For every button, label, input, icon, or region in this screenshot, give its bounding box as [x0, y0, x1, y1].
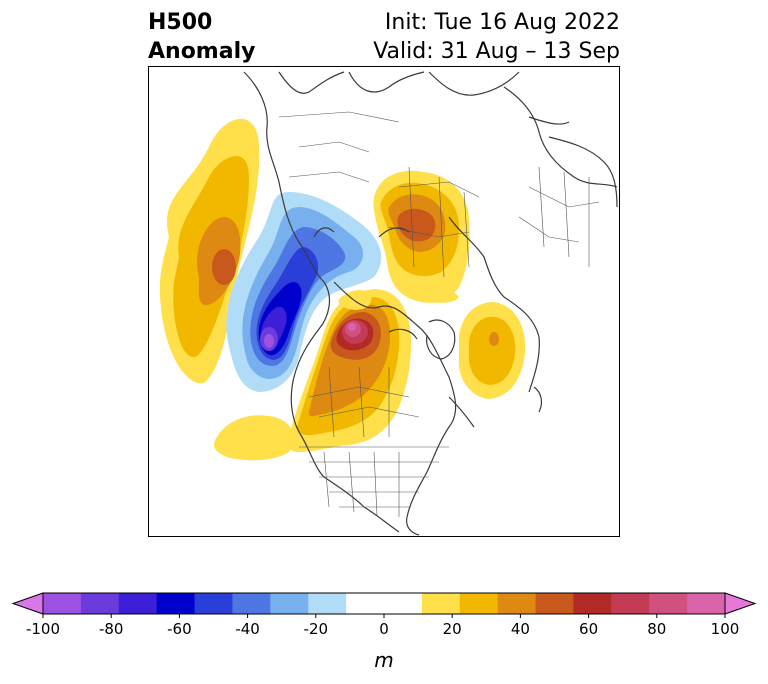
colorbar-tick-label: -20 — [304, 620, 329, 638]
colorbar-segment — [649, 593, 688, 614]
colorbar-segment — [459, 593, 499, 614]
positive-anomaly-north-pacific — [159, 118, 260, 384]
colorbar-tick-label: -100 — [26, 620, 60, 638]
title-line-1: H500 — [148, 10, 213, 35]
colorbar-segment — [346, 593, 385, 614]
colorbar-segment — [43, 593, 82, 614]
colorbar-tick-label: -40 — [235, 620, 260, 638]
colorbar-tick-label: -80 — [99, 620, 124, 638]
init-date: Init: Tue 16 Aug 2022 — [384, 10, 620, 35]
anomaly-map — [149, 67, 619, 536]
colorbar-tick-label: 40 — [511, 620, 530, 638]
colorbar-segment — [270, 593, 309, 614]
colorbar-segment — [232, 593, 271, 614]
colorbar-extend-high — [724, 592, 757, 615]
colorbar-tick-label: 0 — [379, 620, 389, 638]
political-borders — [278, 111, 600, 517]
colorbar-graphic: -100 -80 -60 -40 -20 0 20 40 60 80 100 m — [11, 592, 757, 672]
forecast-dates: Init: Tue 16 Aug 2022 Valid: 31 Aug – 13… — [373, 8, 620, 66]
colorbar-segment — [535, 593, 574, 614]
colorbar-segment — [384, 593, 423, 614]
colorbar-tick-label: -60 — [167, 620, 192, 638]
positive-anomaly-north-atlantic — [404, 282, 526, 399]
map-panel — [148, 66, 620, 537]
colorbar-tick-label: 100 — [711, 620, 740, 638]
colorbar-tick-label: 80 — [647, 620, 666, 638]
colorbar: -100 -80 -60 -40 -20 0 20 40 60 80 100 m — [10, 586, 758, 676]
colorbar-segment — [156, 593, 196, 614]
colorbar-segment — [687, 593, 726, 614]
negative-anomaly-northeast-pacific — [226, 192, 382, 392]
colorbar-segment — [308, 593, 347, 614]
colorbar-unit-label: m — [374, 648, 393, 672]
colorbar-segment — [497, 593, 537, 614]
colorbar-tick-label: 60 — [579, 620, 598, 638]
colorbar-extend-low — [11, 592, 44, 615]
colorbar-segment — [194, 593, 233, 614]
title-line-2: Anomaly — [148, 39, 256, 64]
colorbar-segment — [573, 593, 612, 614]
coastlines — [243, 71, 618, 536]
colorbar-tick-label: 20 — [443, 620, 462, 638]
positive-anomaly-russia — [338, 170, 470, 310]
colorbar-segment — [80, 593, 120, 614]
map-title: H500 Anomaly — [148, 8, 255, 66]
colorbar-segment — [421, 593, 461, 614]
colorbar-segment — [118, 593, 158, 614]
valid-range: Valid: 31 Aug – 13 Sep — [373, 39, 620, 64]
colorbar-segment — [611, 593, 650, 614]
positive-anomaly-western-canada — [214, 289, 411, 461]
